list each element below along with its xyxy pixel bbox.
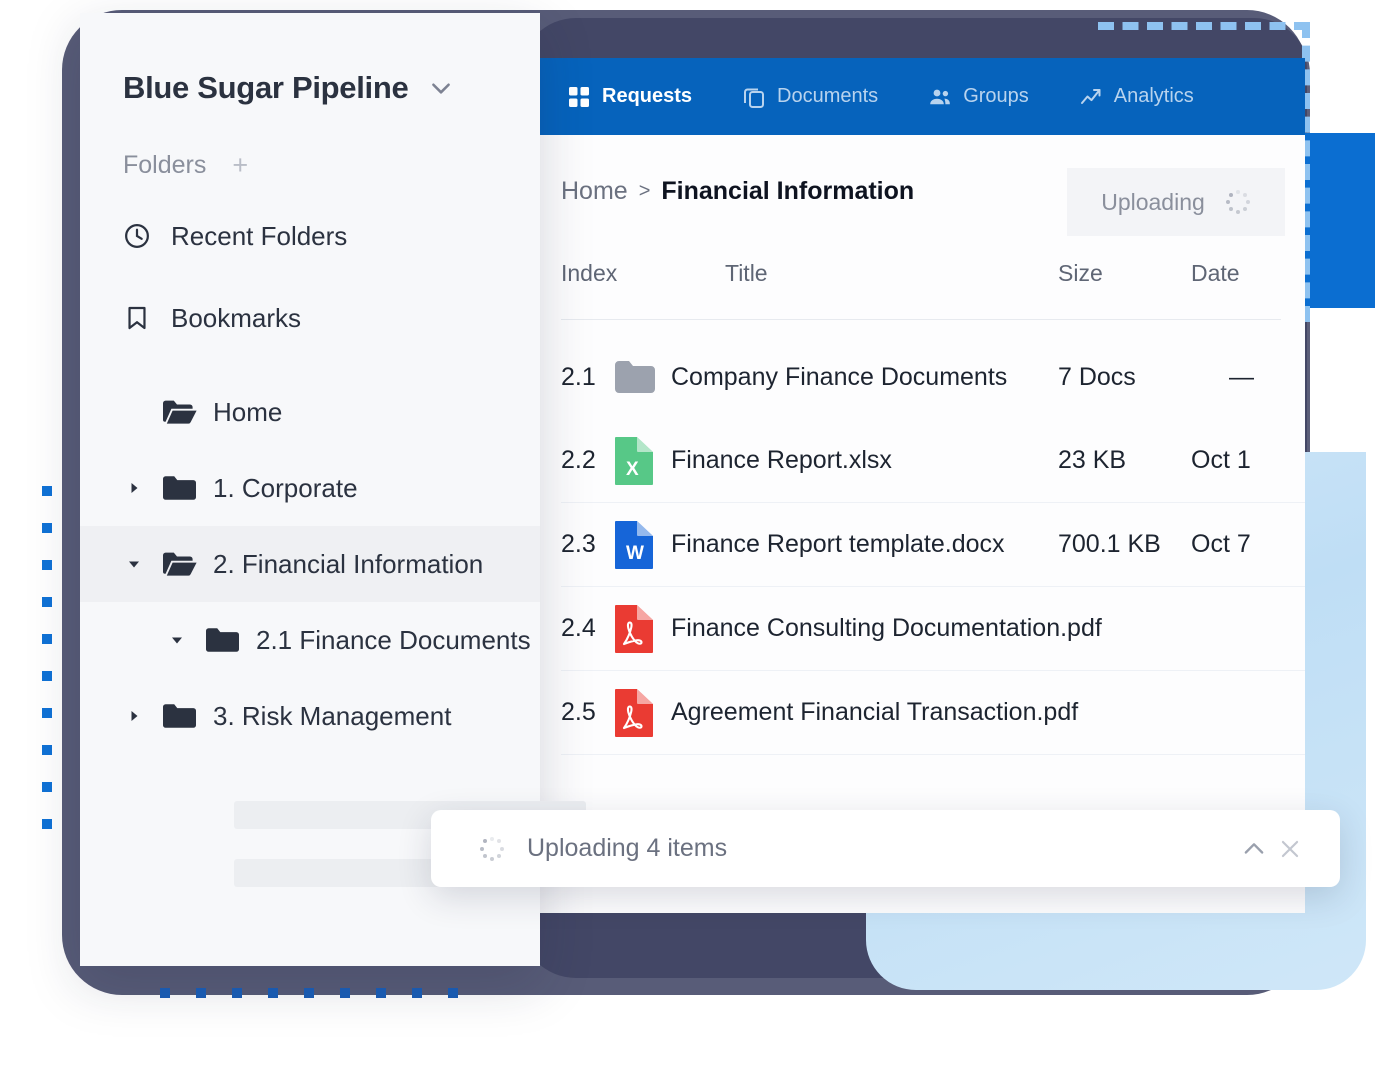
- row-index: 2.2: [561, 446, 596, 474]
- word-file-icon: W: [613, 520, 657, 570]
- row-size: 7 Docs: [1058, 362, 1136, 391]
- tree-item-label: 2. Financial Information: [213, 548, 484, 579]
- row-index: 2.3: [561, 530, 596, 558]
- tree-item-1-corporate[interactable]: 1. Corporate: [80, 450, 540, 526]
- column-header-title[interactable]: Title: [725, 260, 768, 286]
- folder-tree: Home 1. Corporate 2. Financial Information…: [80, 374, 540, 754]
- pdf-file-icon: [613, 604, 657, 654]
- row-date: Oct 1: [1191, 446, 1251, 474]
- nav-item-requests[interactable]: Requests: [567, 85, 692, 109]
- tree-item-3-risk-management[interactable]: 3. Risk Management: [80, 678, 540, 754]
- table-row[interactable]: 2.4 Finance Consulting Documentation.pdf: [561, 587, 1305, 671]
- spinner-icon: [479, 836, 505, 862]
- sidebar-item-recent-folders[interactable]: Recent Folders: [80, 210, 540, 262]
- row-title: Finance Report template.docx: [671, 530, 1005, 558]
- nav-label-analytics: Analytics: [1113, 85, 1194, 107]
- grid-icon: [567, 85, 591, 109]
- folder-closed-icon: [206, 627, 240, 653]
- breadcrumb-home[interactable]: Home: [561, 177, 628, 205]
- upload-toast: Uploading 4 items: [431, 810, 1340, 887]
- nav-item-documents[interactable]: Documents: [742, 85, 878, 109]
- workspace-title: Blue Sugar Pipeline: [123, 70, 409, 105]
- table-row[interactable]: 2.5 Agreement Financial Transaction.pdf: [561, 671, 1305, 755]
- svg-text:X: X: [626, 459, 639, 480]
- row-title: Agreement Financial Transaction.pdf: [671, 698, 1079, 726]
- column-header-size[interactable]: Size: [1058, 260, 1103, 286]
- folders-label: Folders: [123, 151, 207, 179]
- workspace-selector[interactable]: Blue Sugar Pipeline: [80, 13, 540, 106]
- table-row[interactable]: 2.3 W Finance Report template.docx 700.1 KB…: [561, 503, 1305, 587]
- people-icon: [928, 85, 952, 109]
- nav-item-groups[interactable]: Groups: [928, 85, 1029, 109]
- row-size: 700.1 KB: [1058, 530, 1161, 558]
- bookmark-icon: [123, 304, 151, 332]
- nav-item-analytics[interactable]: Analytics: [1079, 85, 1194, 109]
- excel-file-icon: X: [613, 436, 657, 486]
- clock-icon: [123, 222, 151, 250]
- uploading-status-badge: Uploading: [1067, 168, 1285, 236]
- copy-icon: [742, 85, 766, 109]
- tree-item-2-1-finance-documents[interactable]: 2.1 Finance Documents: [80, 602, 540, 678]
- folder-open-icon: [163, 399, 197, 425]
- chevron-up-icon[interactable]: [1236, 831, 1272, 867]
- caret-right-icon[interactable]: [123, 482, 145, 494]
- caret-down-icon[interactable]: [166, 634, 188, 646]
- folder-icon: [613, 352, 657, 402]
- tree-item-label: 1. Corporate: [213, 472, 358, 503]
- add-folder-button[interactable]: +: [232, 150, 249, 180]
- nav-label-groups: Groups: [963, 85, 1029, 107]
- tree-item-label: Home: [213, 396, 283, 427]
- tree-item-label: 2.1 Finance Documents: [256, 624, 531, 655]
- folder-closed-icon: [163, 703, 197, 729]
- breadcrumb-separator-icon: >: [638, 180, 651, 202]
- chevron-down-icon: [428, 75, 454, 101]
- caret-right-icon[interactable]: [123, 710, 145, 722]
- pdf-file-icon: [613, 688, 657, 738]
- trending-up-icon: [1079, 85, 1103, 109]
- row-index: 2.5: [561, 698, 596, 726]
- column-header-index[interactable]: Index: [561, 260, 618, 286]
- tree-item-label: 3. Risk Management: [213, 700, 452, 731]
- row-index: 2.4: [561, 614, 596, 642]
- dot-column-decoration: [42, 486, 52, 856]
- upload-toast-message: Uploading 4 items: [527, 834, 728, 862]
- sidebar-label-recent-folders: Recent Folders: [171, 220, 348, 251]
- row-title: Finance Consulting Documentation.pdf: [671, 614, 1102, 642]
- folder-closed-icon: [163, 475, 197, 501]
- table-row[interactable]: 2.2 X Finance Report.xlsx 23 KB Oct 1: [561, 419, 1305, 503]
- column-header-date[interactable]: Date: [1191, 260, 1240, 286]
- close-icon[interactable]: [1272, 831, 1308, 867]
- folder-open-icon: [163, 551, 197, 577]
- spinner-icon: [1225, 189, 1251, 215]
- nav-label-documents: Documents: [777, 85, 879, 107]
- dot-row-decoration: [160, 988, 484, 998]
- row-title: Company Finance Documents: [671, 362, 1008, 391]
- row-size: 23 KB: [1058, 446, 1127, 474]
- file-table-body: 2.1 Company Finance Documents 7 Docs — 2.2 X F…: [561, 335, 1305, 755]
- sidebar-label-bookmarks: Bookmarks: [171, 302, 302, 333]
- top-navigation-bar: Requests Documents Groups Analytics: [537, 58, 1305, 135]
- dashed-outline-decoration: [1098, 22, 1310, 322]
- row-date: —: [1229, 362, 1254, 391]
- file-table-header: Index Title Size Date: [561, 260, 1281, 320]
- uploading-status-label: Uploading: [1101, 188, 1205, 215]
- caret-down-icon[interactable]: [123, 558, 145, 570]
- row-index: 2.1: [561, 362, 596, 391]
- tree-item-2-financial-information[interactable]: 2. Financial Information: [80, 526, 540, 602]
- tree-item-home[interactable]: Home: [80, 374, 540, 450]
- table-row[interactable]: 2.1 Company Finance Documents 7 Docs —: [561, 335, 1305, 419]
- breadcrumb-current: Financial Information: [661, 177, 915, 205]
- sidebar-item-bookmarks[interactable]: Bookmarks: [80, 292, 540, 344]
- row-title: Finance Report.xlsx: [671, 446, 892, 474]
- content-panel: Home > Financial Information Uploading I…: [537, 135, 1305, 913]
- svg-text:W: W: [626, 543, 644, 564]
- nav-label-requests: Requests: [602, 85, 693, 107]
- caret-none-icon[interactable]: [123, 406, 145, 418]
- breadcrumb: Home > Financial Information: [561, 177, 914, 206]
- folders-section-header: Folders +: [80, 106, 540, 180]
- row-date: Oct 7: [1191, 530, 1251, 558]
- sidebar-panel: Blue Sugar Pipeline Folders + Recent Fol…: [80, 13, 586, 966]
